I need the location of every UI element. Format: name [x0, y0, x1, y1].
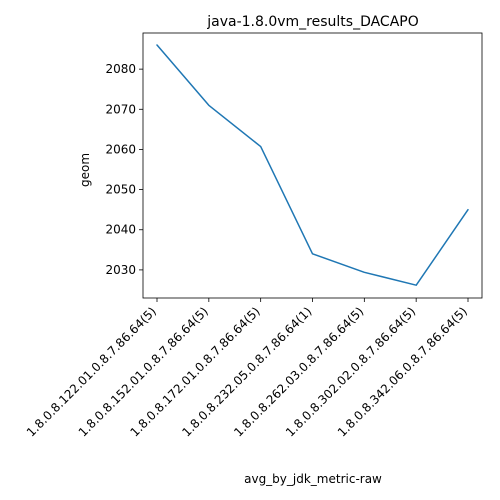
y-tick-label: 2070 — [105, 102, 136, 116]
series-line — [156, 44, 469, 286]
y-tick-label: 2050 — [105, 183, 136, 197]
plot-area: 2030204020502060207020801.8.0.8.122.01.0… — [24, 32, 483, 440]
y-tick-label: 2040 — [105, 223, 136, 237]
y-axis-label: geom — [78, 153, 92, 187]
y-tick-label: 2080 — [105, 62, 136, 76]
y-tick-label: 2060 — [105, 142, 136, 156]
y-tick-label: 2030 — [105, 263, 136, 277]
x-axis-label: avg_by_jdk_metric-raw — [244, 472, 382, 486]
chart-title: java-1.8.0vm_results_DACAPO — [206, 14, 419, 30]
plot-frame — [142, 32, 483, 299]
